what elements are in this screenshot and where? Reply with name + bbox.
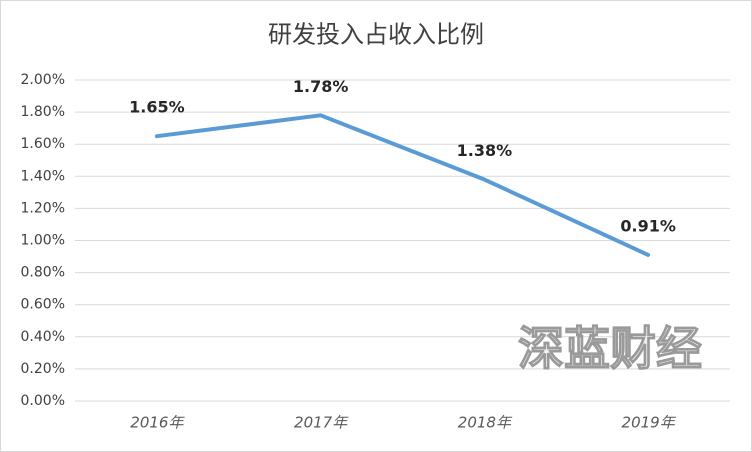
x-tick-label: 2016年 xyxy=(130,414,185,432)
y-tick-label: 0.20% xyxy=(21,361,65,377)
data-label: 1.78% xyxy=(293,77,349,96)
y-tick-label: 0.80% xyxy=(21,265,65,281)
y-tick-label: 2.00% xyxy=(21,72,65,88)
y-tick-label: 1.60% xyxy=(21,136,65,152)
x-tick-label: 2019年 xyxy=(622,414,677,432)
line xyxy=(154,113,651,257)
y-tick-label: 1.00% xyxy=(21,233,65,249)
x-tick-label: 2017年 xyxy=(294,414,349,432)
data-label: 1.38% xyxy=(457,141,513,160)
data-label: 0.91% xyxy=(620,216,676,235)
y-tick-label: 1.20% xyxy=(21,200,65,216)
chart-title: 研发投入占收入比例 xyxy=(268,21,484,49)
y-tick-label: 1.40% xyxy=(21,168,65,184)
y-tick-label: 0.00% xyxy=(21,393,65,409)
y-tick-label: 0.60% xyxy=(21,297,65,313)
y-tick-label: 0.40% xyxy=(21,329,65,345)
data-label: 1.65% xyxy=(129,98,185,117)
x-tick-label: 2018年 xyxy=(458,414,513,432)
y-tick-label: 1.80% xyxy=(21,104,65,120)
watermark: 深蓝财经 xyxy=(518,322,702,376)
